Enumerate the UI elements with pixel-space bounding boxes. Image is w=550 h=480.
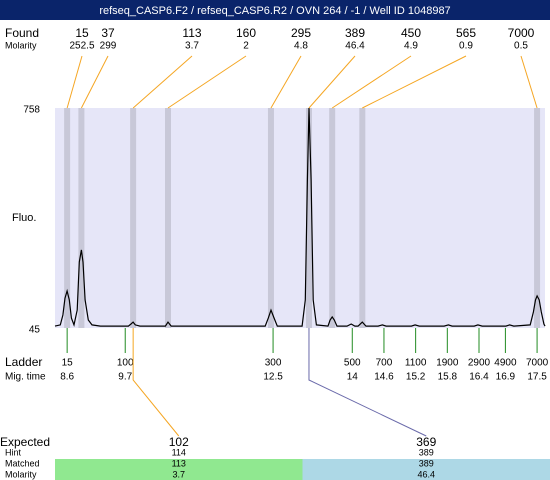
- y-tick-label: 758: [23, 105, 40, 116]
- found-molarity: 3.7: [185, 41, 199, 52]
- found-molarity: 299: [100, 41, 117, 52]
- found-molarity: 2: [243, 41, 249, 52]
- found-molarity: 46.4: [345, 41, 365, 52]
- expected-hint: 389: [419, 447, 434, 457]
- ladder-size: 4900: [494, 358, 517, 369]
- mig-time-label: Mig. time: [5, 372, 46, 383]
- found-connector: [308, 55, 356, 109]
- found-molarity: 4.8: [294, 41, 308, 52]
- found-connector: [80, 55, 109, 109]
- ladder-size: 1100: [405, 358, 427, 369]
- expected-row-label: Molarity: [5, 469, 37, 479]
- expected-matched: 113: [172, 458, 186, 468]
- found-size: 15: [75, 26, 89, 40]
- peak-band: [329, 108, 336, 328]
- ladder-time: 15.2: [406, 372, 426, 383]
- found-connector: [132, 55, 193, 109]
- found-size: 113: [182, 26, 201, 40]
- plot-area: [55, 108, 545, 328]
- peak-band: [359, 108, 366, 328]
- ladder-time: 17.5: [527, 372, 547, 383]
- found-molarity: 0.9: [459, 41, 473, 52]
- expected-connector: [308, 328, 427, 437]
- title-bar: [0, 0, 550, 20]
- ladder-size: 15: [62, 358, 74, 369]
- ladder-size: 2900: [468, 358, 491, 369]
- ladder-time: 12.5: [263, 372, 283, 383]
- expected-molarity: 46.4: [417, 469, 435, 479]
- y-label: Fluo.: [12, 212, 36, 224]
- ladder-time: 9.7: [118, 372, 132, 383]
- found-size: 160: [236, 26, 256, 40]
- ladder-size: 500: [344, 358, 361, 369]
- found-size: 7000: [508, 26, 535, 40]
- ladder-time: 15.8: [438, 372, 458, 383]
- expected-molarity: 3.7: [172, 469, 185, 479]
- found-molarity: 0.5: [514, 41, 528, 52]
- found-size: 450: [401, 26, 421, 40]
- ladder-time: 16.9: [496, 372, 516, 383]
- peak-band: [130, 108, 137, 328]
- ladder-size: 7000: [526, 358, 549, 369]
- peak-band: [305, 108, 312, 328]
- ladder-size: 1900: [436, 358, 459, 369]
- found-size: 37: [101, 26, 115, 40]
- found-size: 295: [291, 26, 311, 40]
- peak-band: [534, 108, 541, 328]
- expected-hint: 114: [172, 447, 186, 457]
- peak-band: [267, 108, 274, 328]
- expected-connector: [132, 328, 180, 437]
- expected-row-label: Matched: [5, 458, 40, 468]
- found-size: 565: [456, 26, 476, 40]
- found-connector: [520, 55, 538, 109]
- found-connector: [331, 55, 412, 109]
- expected-expected: 369: [416, 435, 436, 449]
- ladder-size: 100: [117, 358, 134, 369]
- matched-cell: [302, 459, 550, 480]
- expected-expected: 102: [169, 435, 189, 449]
- peak-band: [64, 108, 71, 328]
- found-connector: [167, 55, 247, 109]
- found-size: 389: [345, 26, 365, 40]
- matched-cell: [55, 459, 303, 480]
- y-tick-label: 45: [29, 325, 41, 336]
- ladder-size: 700: [376, 358, 393, 369]
- ladder-time: 8.6: [60, 372, 74, 383]
- found-connector: [66, 55, 83, 109]
- found-label: Found: [5, 26, 39, 40]
- found-connector: [362, 55, 467, 109]
- title: refseq_CASP6.F2 / refseq_CASP6.R2 / OVN …: [99, 5, 450, 17]
- expected-row-label: Hint: [5, 447, 22, 457]
- ladder-time: 16.4: [469, 372, 489, 383]
- peak-band: [78, 108, 85, 328]
- found-connector: [270, 55, 302, 109]
- ladder-size: 300: [265, 358, 282, 369]
- trace: [54, 107, 546, 327]
- found-molarity: 252.5: [69, 41, 94, 52]
- expected-matched: 389: [419, 458, 434, 468]
- molarity-label: Molarity: [5, 40, 37, 50]
- ladder-time: 14: [347, 372, 359, 383]
- ladder-label: Ladder: [5, 355, 42, 369]
- ladder-time: 14.6: [374, 372, 394, 383]
- peak-band: [164, 108, 171, 328]
- expected-row-label: Expected: [0, 435, 50, 449]
- found-molarity: 4.9: [404, 41, 418, 52]
